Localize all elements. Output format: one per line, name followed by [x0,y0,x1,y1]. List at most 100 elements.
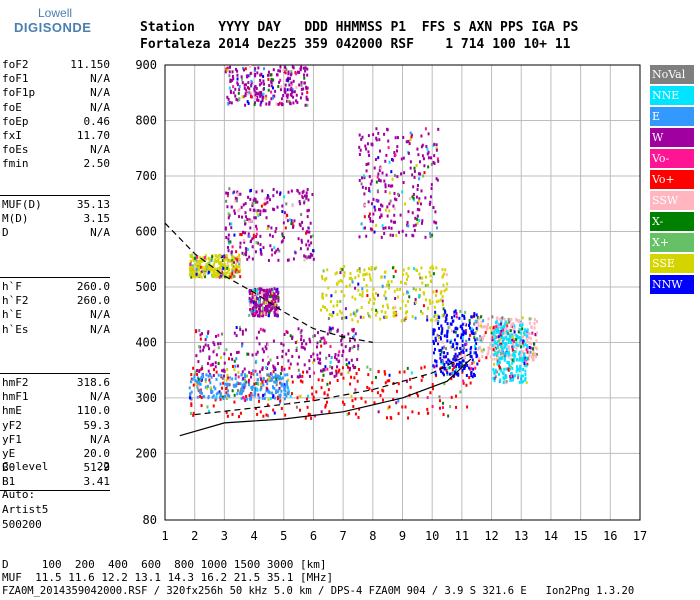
echo-point [255,388,258,392]
echo-point [329,345,332,349]
echo-point [340,311,343,315]
echo-point [262,308,265,312]
echo-point [451,362,454,366]
echo-point [287,70,290,74]
echo-point [233,258,236,262]
echo-point [290,219,293,223]
echo-point [345,285,348,289]
echo-point [268,100,271,104]
echo-point [258,396,261,400]
echo-point [511,345,514,349]
echo-point [251,204,254,208]
echo-point [266,307,269,311]
echo-point [483,334,486,338]
echo-point [433,154,436,158]
echo-point [442,303,445,307]
echo-point [361,185,364,189]
echo-point [449,340,452,344]
echo-point [270,84,273,88]
echo-point [262,376,265,380]
echo-point [263,197,266,201]
echo-point [272,339,275,343]
echo-point [423,164,426,168]
echo-point [493,330,496,334]
echo-point [200,396,203,400]
echo-point [225,378,228,382]
echo-point [250,91,253,95]
echo-point [466,364,469,368]
echo-point [279,372,282,376]
echo-point [515,369,518,373]
echo-point [460,350,463,354]
echo-point [507,351,510,355]
echo-point [520,374,523,378]
echo-point [230,222,233,226]
echo-point [255,302,258,306]
echo-point [472,331,475,335]
echo-point [503,332,506,336]
echo-point [390,219,393,223]
echo-point [511,372,514,376]
echo-point [259,212,262,216]
echo-point [473,312,476,316]
echo-point [326,268,329,272]
echo-point [189,259,192,263]
echo-point [291,222,294,226]
echo-point [251,353,254,357]
echo-point [383,132,386,136]
echo-point [267,314,270,318]
echo-point [429,302,432,306]
echo-point [371,381,374,385]
echo-point [201,267,204,271]
echo-point [283,332,286,336]
echo-point [211,362,214,366]
echo-point [518,336,521,340]
echo-point [255,241,258,245]
echo-point [506,330,509,334]
echo-point [341,400,344,404]
echo-point [515,346,518,350]
param-value: N/A [90,143,110,157]
echo-point [463,316,466,320]
echo-point [426,318,429,322]
echo-point [215,377,218,381]
echo-point [460,361,463,365]
echo-point [355,309,358,313]
echo-point [263,301,266,305]
echo-point [455,364,458,368]
echo-point [396,149,399,153]
echo-point [226,66,229,70]
echo-point [513,330,516,334]
echo-point [239,389,242,393]
echo-point [267,299,270,303]
echo-point [217,361,220,365]
echo-point [349,382,352,386]
echo-point [393,289,396,293]
echo-point [441,314,444,318]
echo-point [366,365,369,369]
echo-point [278,101,281,105]
echo-point [267,225,270,229]
echo-point [304,66,307,70]
echo-point [264,379,267,383]
echo-point [303,258,306,262]
echo-point [361,294,364,298]
x-tick-label: 1 [161,529,168,543]
echo-point [401,273,404,277]
param-value: 59.3 [83,418,111,432]
echo-point [426,147,429,151]
echo-point [256,95,259,99]
echo-point [522,344,525,348]
param-label: foF1p [2,86,36,100]
echo-point [363,226,366,230]
param-label: hmF2 [2,376,29,389]
echo-point [443,363,446,367]
echo-point [349,347,352,351]
echo-point [330,356,333,360]
echo-point [221,273,224,277]
param-label: foF1 [2,72,29,86]
echo-point [328,354,331,358]
echo-point [416,217,419,221]
echo-point [501,350,504,354]
echo-point [228,65,231,69]
